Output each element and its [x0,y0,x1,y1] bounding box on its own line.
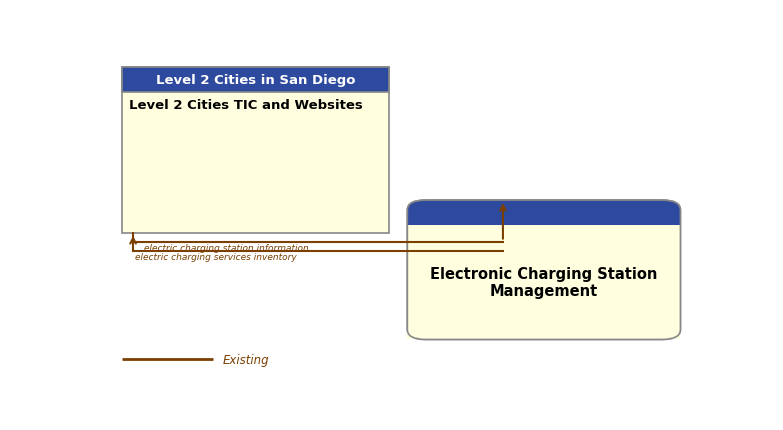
Text: Existing: Existing [222,353,269,366]
Bar [122,68,389,233]
Bar [122,68,389,93]
Text: electric charging station information: electric charging station information [144,243,309,252]
Text: Level 2 Cities TIC and Websites: Level 2 Cities TIC and Websites [129,99,363,112]
Text: electric charging services inventory: electric charging services inventory [135,252,297,261]
Text: Electronic Charging Station
Management: Electronic Charging Station Management [430,266,658,299]
Text: Level 2 Cities in San Diego: Level 2 Cities in San Diego [156,74,355,87]
FancyBboxPatch shape [407,200,680,340]
Bar [407,225,680,340]
FancyBboxPatch shape [407,200,680,340]
